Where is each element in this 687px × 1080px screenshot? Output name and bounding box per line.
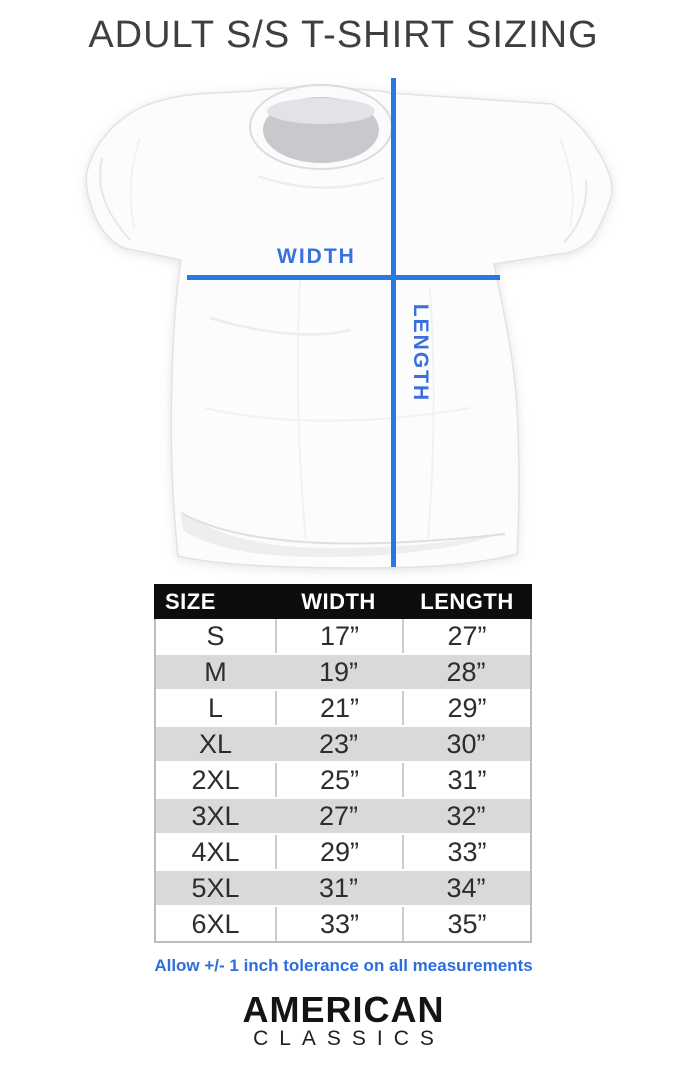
cell-width: 19”	[318, 657, 359, 687]
body-crease-2	[204, 407, 471, 422]
cell-width: 17”	[275, 619, 402, 653]
table-row: 3XL 27” 32”	[156, 799, 530, 833]
body-crease-1	[209, 316, 351, 336]
cell-width: 23”	[318, 729, 359, 759]
body-crease-4	[427, 287, 435, 539]
cell-size: M	[204, 657, 227, 687]
cell-length: 29”	[402, 691, 530, 725]
cell-length: 31”	[402, 763, 530, 797]
column-header-size: SIZE	[165, 588, 216, 614]
size-table-header: SIZE WIDTH LENGTH	[154, 584, 532, 619]
tshirt-diagram	[0, 78, 687, 578]
cell-length: 30”	[446, 729, 486, 759]
chest-crease	[257, 174, 385, 189]
table-row: S 17” 27”	[156, 619, 530, 653]
right-sleeve-crease	[559, 137, 574, 229]
cell-length: 27”	[402, 619, 530, 653]
column-header-width: WIDTH	[301, 588, 376, 614]
cell-size: 3XL	[191, 801, 240, 831]
cell-size: XL	[198, 729, 233, 759]
table-row: 6XL 33” 35”	[156, 907, 530, 941]
cell-length: 35”	[402, 907, 530, 941]
width-measure-line	[187, 275, 500, 280]
tolerance-note: Allow +/- 1 inch tolerance on all measur…	[154, 956, 533, 975]
page-title: ADULT S/S T-SHIRT SIZING	[88, 14, 599, 56]
length-measure-line	[391, 78, 396, 567]
cell-size: 5XL	[191, 873, 240, 903]
tshirt-illustration	[85, 78, 613, 569]
brand-name-american: AMERICAN	[242, 989, 445, 1030]
left-sleeve-crease	[129, 137, 141, 229]
cell-size: 6XL	[191, 909, 240, 939]
size-table: SIZE WIDTH LENGTH S 17” 27” M 19” 28”	[154, 584, 532, 943]
table-row: M 19” 28”	[156, 655, 530, 689]
brand-name-classics: CLASSICS	[253, 1027, 445, 1050]
hem-fold-line	[182, 513, 506, 545]
cell-width: 25”	[275, 763, 402, 797]
length-measure-label: LENGTH	[409, 303, 432, 403]
cell-length: 34”	[446, 873, 486, 903]
collar-back	[267, 98, 375, 124]
cell-width: 27”	[318, 801, 359, 831]
table-row: XL 23” 30”	[156, 727, 530, 761]
table-row: 2XL 25” 31”	[156, 763, 530, 797]
cell-length: 32”	[446, 801, 486, 831]
width-measure-label: WIDTH	[277, 245, 356, 268]
size-table-body: S 17” 27” M 19” 28” L 21” 29” XL	[154, 619, 532, 943]
cell-size: 2XL	[191, 765, 240, 795]
right-cuff-seam	[563, 179, 588, 243]
hem-fold	[180, 510, 505, 558]
cell-width: 31”	[318, 873, 359, 903]
cell-width: 33”	[275, 907, 402, 941]
tshirt-body-shape	[85, 87, 613, 569]
body-crease-3	[297, 277, 307, 541]
cell-size: L	[207, 693, 224, 723]
table-row: 4XL 29” 33”	[156, 835, 530, 869]
table-row: L 21” 29”	[156, 691, 530, 725]
cell-length: 28”	[446, 657, 486, 687]
cell-size: 4XL	[191, 837, 240, 867]
table-row: 5XL 31” 34”	[156, 871, 530, 905]
cell-width: 29”	[275, 835, 402, 869]
cell-length: 33”	[402, 835, 530, 869]
column-header-length: LENGTH	[420, 588, 514, 614]
left-cuff-seam	[99, 157, 131, 241]
brand-logo: AMERICAN CLASSICS	[0, 989, 687, 1050]
cell-width: 21”	[275, 691, 402, 725]
cell-size: S	[206, 621, 225, 651]
